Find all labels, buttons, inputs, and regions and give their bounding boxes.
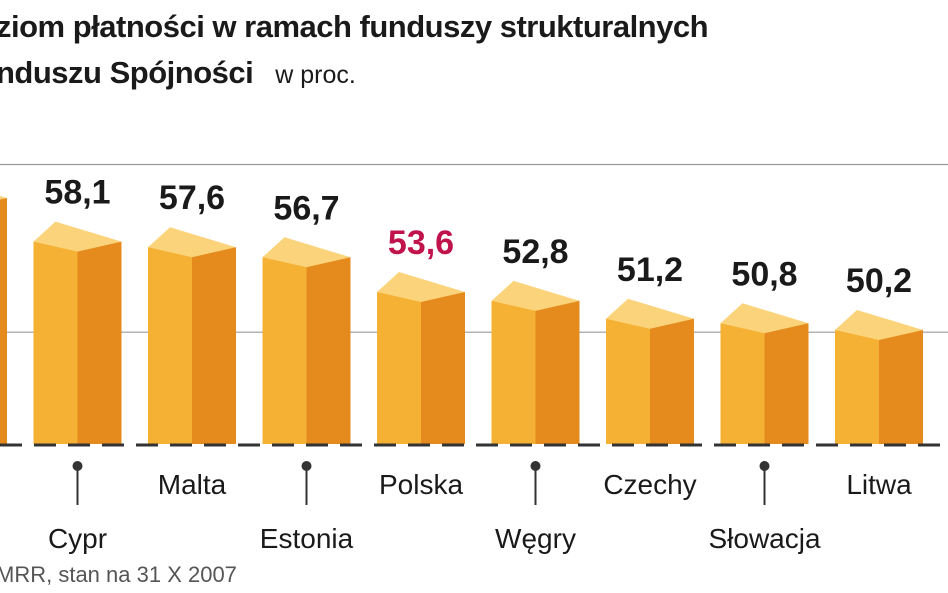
bar-top bbox=[262, 237, 351, 268]
bar-front bbox=[491, 300, 536, 444]
category-label: Litwa bbox=[846, 469, 912, 500]
bar-side bbox=[306, 257, 351, 444]
label-leader-dot bbox=[301, 461, 312, 471]
title-line-2: nduszu Spójności w proc. bbox=[0, 50, 708, 98]
bar-side bbox=[192, 247, 236, 444]
chart-title: ziom płatności w ramach funduszy struktu… bbox=[0, 4, 709, 98]
bar-side bbox=[879, 329, 923, 444]
value-label: 57,6 bbox=[159, 179, 225, 217]
value-label: 52,8 bbox=[502, 233, 568, 271]
bar-front bbox=[33, 241, 78, 444]
value-label: 53,6 bbox=[388, 224, 454, 262]
bar-side bbox=[77, 241, 122, 444]
bar-top bbox=[0, 195, 7, 200]
bar-top bbox=[835, 309, 923, 340]
value-label: 50,2 bbox=[846, 262, 912, 300]
label-leader-dot bbox=[72, 461, 83, 471]
category-label: Polska bbox=[379, 469, 463, 500]
bar-side bbox=[0, 198, 7, 444]
source-note: MRR, stan na 31 X 2007 bbox=[0, 562, 237, 587]
value-label: 51,2 bbox=[617, 251, 683, 289]
bar-top bbox=[377, 271, 465, 302]
bar-front bbox=[606, 318, 650, 444]
label-leader-dot bbox=[759, 461, 770, 471]
category-label: Czechy bbox=[603, 469, 696, 500]
title-line-2-text: nduszu Spójności bbox=[0, 55, 254, 90]
bar-side bbox=[764, 323, 809, 444]
bar-front bbox=[148, 247, 192, 444]
bar-top bbox=[148, 227, 236, 258]
bar-top bbox=[491, 280, 580, 311]
category-label: Węgry bbox=[495, 523, 576, 554]
bar-top bbox=[720, 303, 809, 334]
bar-side bbox=[650, 318, 694, 444]
bar-front bbox=[262, 257, 307, 444]
value-label: 56,7 bbox=[273, 189, 339, 227]
value-label: 58,1 bbox=[44, 174, 110, 212]
bar-front bbox=[835, 329, 879, 444]
bar-top bbox=[33, 221, 122, 252]
bar-side bbox=[535, 300, 580, 444]
category-label: Malta bbox=[158, 469, 227, 500]
bar-top bbox=[606, 298, 694, 329]
unit-label: w proc. bbox=[275, 61, 356, 89]
category-label: Słowacja bbox=[708, 523, 820, 554]
category-label: Estonia bbox=[260, 523, 354, 554]
title-line-1: ziom płatności w ramach funduszy struktu… bbox=[0, 9, 709, 44]
label-leader-dot bbox=[530, 461, 541, 471]
bar-front bbox=[377, 291, 421, 444]
value-label: 50,8 bbox=[731, 255, 797, 293]
bar-front bbox=[720, 323, 765, 444]
category-label: Cypr bbox=[48, 523, 107, 554]
bar-side bbox=[421, 291, 465, 444]
